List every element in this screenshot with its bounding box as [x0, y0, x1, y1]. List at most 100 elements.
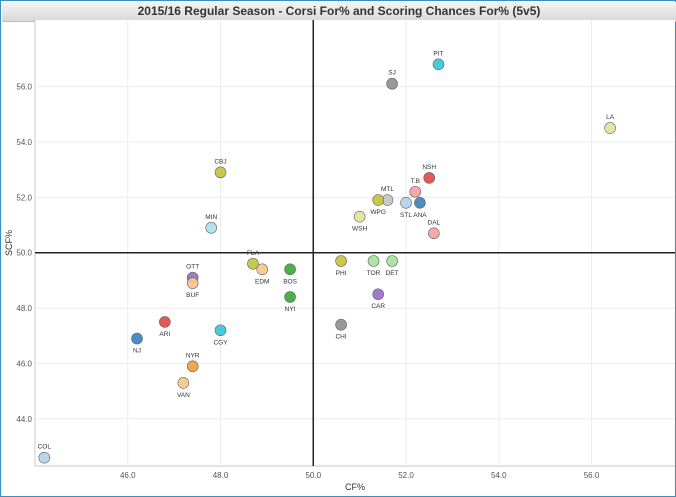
point-label: CGY	[213, 339, 228, 346]
point-label: EDM	[255, 278, 269, 285]
x-tick-label: 56.0	[584, 471, 600, 480]
point-label: NYI	[285, 306, 296, 313]
point-label: ARI	[159, 331, 170, 338]
point-marker	[386, 255, 398, 267]
point-label: VAN	[177, 392, 190, 399]
point-marker	[604, 122, 616, 134]
point-marker	[335, 255, 347, 267]
point-marker	[284, 263, 296, 276]
point-label: PHI	[336, 270, 347, 277]
crosshair	[35, 20, 675, 466]
point-van: VAN	[177, 377, 190, 399]
point-ana: ANA	[413, 197, 427, 219]
point-marker	[177, 377, 190, 389]
point-label: BOS	[283, 278, 297, 285]
point-label: T.B	[411, 178, 420, 185]
point-nsh: NSH	[422, 164, 436, 184]
point-edm: EDM	[255, 263, 269, 285]
y-tick-label: 54.0	[16, 138, 32, 147]
point-marker	[38, 451, 51, 464]
point-label: MTL	[381, 186, 394, 193]
point-marker	[409, 185, 422, 198]
point-label: OTT	[186, 264, 199, 271]
point-label: COL	[38, 444, 52, 451]
point-marker	[159, 316, 171, 328]
point-label: LA	[606, 114, 615, 121]
point-marker	[423, 172, 436, 184]
point-marker	[205, 221, 218, 234]
point-col: COL	[38, 444, 52, 464]
y-tick-labels: 44.0 46.0 48.0 50.0 52.0 54.0 56.0	[16, 82, 32, 423]
x-tick-label: 46.0	[120, 471, 136, 480]
point-marker	[247, 257, 259, 270]
point-cbj: CBJ	[214, 158, 227, 179]
point-marker	[214, 166, 227, 179]
point-label: NJ	[133, 348, 141, 355]
point-fla: FLA	[247, 250, 260, 270]
point-nj: NJ	[131, 332, 143, 355]
point-marker	[367, 255, 380, 267]
point-marker	[353, 210, 366, 223]
point-la: LA	[604, 114, 616, 134]
x-tick-label: 50.0	[305, 471, 321, 480]
point-marker	[414, 197, 426, 209]
point-wsh: WSH	[352, 210, 368, 233]
x-tick-label: 52.0	[398, 471, 414, 480]
point-marker	[256, 263, 269, 276]
point-marker	[131, 332, 143, 345]
point-label: DAL	[428, 219, 441, 226]
y-axis-label: SCF%	[4, 230, 14, 256]
x-tick-label: 54.0	[491, 471, 507, 480]
point-label: WPG	[370, 209, 386, 216]
point-marker	[214, 324, 227, 337]
point-cgy: CGY	[213, 324, 228, 346]
point-label: STL	[400, 212, 412, 219]
point-buf: BUF	[186, 277, 199, 299]
x-axis-label: CF%	[345, 482, 365, 492]
y-tick-label: 50.0	[16, 249, 32, 258]
point-marker	[284, 291, 296, 303]
point-pit: PIT	[432, 50, 445, 71]
y-tick-label: 44.0	[16, 415, 32, 424]
x-tick-labels: 46.0 48.0 50.0 52.0 54.0 56.0	[120, 471, 600, 480]
point-label: NYR	[186, 352, 200, 359]
point-nyr: NYR	[186, 352, 200, 373]
y-tick-label: 48.0	[16, 304, 32, 313]
point-bos: BOS	[283, 263, 298, 285]
point-marker	[432, 58, 445, 71]
point-marker	[335, 318, 347, 331]
point-nyi: NYI	[284, 291, 296, 313]
chart-title: 2015/16 Regular Season - Corsi For% and …	[137, 4, 541, 18]
point-tor: TOR	[367, 255, 381, 277]
point-min: MIN	[205, 214, 217, 234]
point-marker	[186, 277, 199, 289]
point-marker	[400, 197, 412, 209]
plot-area	[35, 20, 675, 466]
point-car: CAR	[371, 288, 385, 310]
point-sj: SJ	[386, 70, 398, 90]
point-dal: DAL	[428, 219, 441, 240]
point-marker	[386, 77, 398, 90]
x-tick-label: 48.0	[213, 471, 229, 480]
point-marker	[428, 227, 440, 240]
point-chi: CHI	[335, 318, 347, 341]
point-label: ANA	[413, 212, 427, 219]
point-tb: T.B	[409, 178, 422, 198]
y-tick-label: 56.0	[16, 82, 32, 91]
point-marker	[372, 288, 384, 301]
point-label: WSH	[352, 226, 367, 233]
y-tick-label: 46.0	[16, 360, 32, 369]
point-label: FLA	[247, 250, 260, 257]
point-label: CBJ	[214, 158, 226, 165]
point-det: DET	[386, 255, 399, 277]
point-label: TOR	[367, 270, 381, 277]
point-label: BUF	[186, 292, 199, 299]
point-label: CAR	[371, 303, 385, 310]
point-label: MIN	[205, 214, 217, 221]
point-marker	[372, 194, 384, 206]
point-marker	[186, 360, 199, 373]
y-tick-label: 52.0	[16, 193, 32, 202]
point-phi: PHI	[335, 255, 347, 277]
